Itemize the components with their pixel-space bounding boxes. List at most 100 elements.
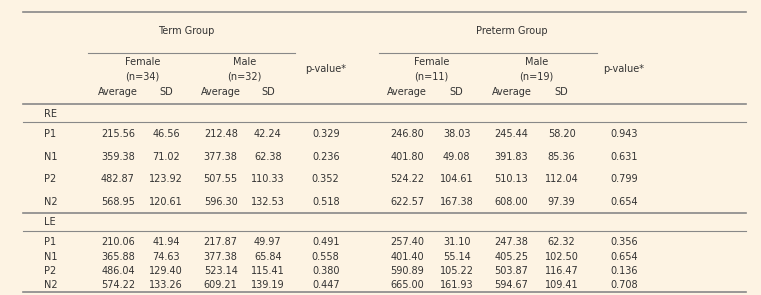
Text: SD: SD [261,87,275,97]
Text: Preterm Group: Preterm Group [476,26,547,36]
Text: 212.48: 212.48 [204,129,237,139]
Text: 55.14: 55.14 [443,252,470,262]
Text: 247.38: 247.38 [495,237,528,248]
Text: p-value*: p-value* [305,64,346,74]
Text: 115.41: 115.41 [251,266,285,276]
Text: P1: P1 [44,237,56,248]
Text: 608.00: 608.00 [495,197,528,207]
Text: 377.38: 377.38 [204,252,237,262]
Text: 0.943: 0.943 [610,129,638,139]
Text: 0.329: 0.329 [312,129,339,139]
Text: (n=34): (n=34) [125,72,160,82]
Text: 0.491: 0.491 [312,237,339,248]
Text: 133.26: 133.26 [149,280,183,290]
Text: 507.55: 507.55 [204,174,237,184]
Text: 49.08: 49.08 [443,152,470,162]
Text: 129.40: 129.40 [149,266,183,276]
Text: 31.10: 31.10 [443,237,470,248]
Text: 132.53: 132.53 [251,197,285,207]
Text: 112.04: 112.04 [545,174,578,184]
Text: Average: Average [387,87,427,97]
Text: 568.95: 568.95 [101,197,135,207]
Text: 523.14: 523.14 [204,266,237,276]
Text: 0.654: 0.654 [610,197,638,207]
Text: 49.97: 49.97 [254,237,282,248]
Text: 0.799: 0.799 [610,174,638,184]
Text: Male: Male [525,57,548,67]
Text: 105.22: 105.22 [440,266,473,276]
Text: 0.654: 0.654 [610,252,638,262]
Text: 524.22: 524.22 [390,174,424,184]
Text: Female: Female [125,57,160,67]
Text: 0.708: 0.708 [610,280,638,290]
Text: 596.30: 596.30 [204,197,237,207]
Text: Average: Average [492,87,531,97]
Text: 102.50: 102.50 [545,252,578,262]
Text: 622.57: 622.57 [390,197,424,207]
Text: 62.38: 62.38 [254,152,282,162]
Text: 482.87: 482.87 [101,174,135,184]
Text: N2: N2 [44,280,58,290]
Text: 0.447: 0.447 [312,280,339,290]
Text: 405.25: 405.25 [495,252,528,262]
Text: 109.41: 109.41 [545,280,578,290]
Text: 104.61: 104.61 [440,174,473,184]
Text: 161.93: 161.93 [440,280,473,290]
Text: 246.80: 246.80 [390,129,424,139]
Text: 210.06: 210.06 [101,237,135,248]
Text: 116.47: 116.47 [545,266,578,276]
Text: 0.356: 0.356 [610,237,638,248]
Text: 38.03: 38.03 [443,129,470,139]
Text: N1: N1 [44,252,58,262]
Text: P2: P2 [44,174,56,184]
Text: 0.518: 0.518 [312,197,339,207]
Text: 377.38: 377.38 [204,152,237,162]
Text: SD: SD [159,87,173,97]
Text: 0.380: 0.380 [312,266,339,276]
Text: 0.236: 0.236 [312,152,339,162]
Text: 110.33: 110.33 [251,174,285,184]
Text: SD: SD [555,87,568,97]
Text: 359.38: 359.38 [101,152,135,162]
Text: Term Group: Term Group [158,26,215,36]
Text: N2: N2 [44,197,58,207]
Text: P1: P1 [44,129,56,139]
Text: 120.61: 120.61 [149,197,183,207]
Text: 215.56: 215.56 [101,129,135,139]
Text: 123.92: 123.92 [149,174,183,184]
Text: 0.352: 0.352 [312,174,339,184]
Text: Female: Female [414,57,449,67]
Text: RE: RE [44,109,57,119]
Text: 0.558: 0.558 [312,252,339,262]
Text: 46.56: 46.56 [152,129,180,139]
Text: (n=19): (n=19) [519,72,554,82]
Text: 257.40: 257.40 [390,237,424,248]
Text: 97.39: 97.39 [548,197,575,207]
Text: SD: SD [450,87,463,97]
Text: 590.89: 590.89 [390,266,424,276]
Text: 401.40: 401.40 [390,252,424,262]
Text: 594.67: 594.67 [495,280,528,290]
Text: 391.83: 391.83 [495,152,528,162]
Text: P2: P2 [44,266,56,276]
Text: LE: LE [44,217,56,227]
Text: 217.87: 217.87 [204,237,237,248]
Text: 401.80: 401.80 [390,152,424,162]
Text: 74.63: 74.63 [152,252,180,262]
Text: 245.44: 245.44 [495,129,528,139]
Text: (n=11): (n=11) [414,72,449,82]
Text: 167.38: 167.38 [440,197,473,207]
Text: 486.04: 486.04 [101,266,135,276]
Text: 0.631: 0.631 [610,152,638,162]
Text: 58.20: 58.20 [548,129,575,139]
Text: 62.32: 62.32 [548,237,575,248]
Text: 609.21: 609.21 [204,280,237,290]
Text: 71.02: 71.02 [152,152,180,162]
Text: Average: Average [201,87,240,97]
Text: p-value*: p-value* [603,64,645,74]
Text: N1: N1 [44,152,58,162]
Text: 365.88: 365.88 [101,252,135,262]
Text: Male: Male [233,57,256,67]
Text: (n=32): (n=32) [227,72,262,82]
Text: 139.19: 139.19 [251,280,285,290]
